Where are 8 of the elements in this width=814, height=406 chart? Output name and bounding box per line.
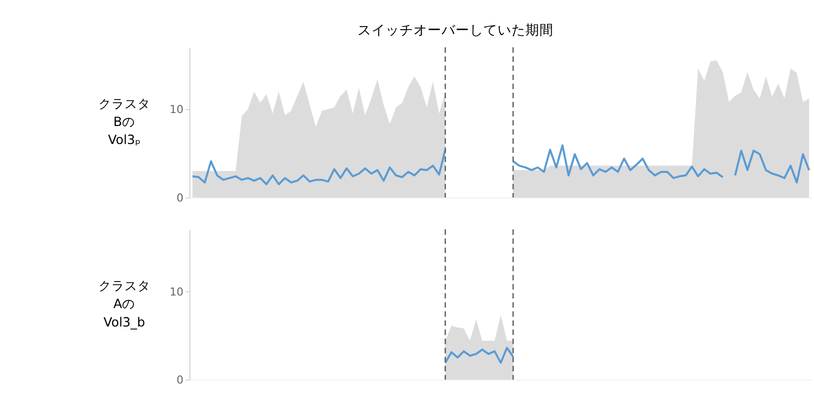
- y-tick-label: 0: [176, 374, 184, 387]
- y-axis-title: クラスタ Bの Vol3ₚ: [98, 96, 150, 148]
- line-series: [444, 346, 514, 364]
- y-axis-title: クラスタ Aの Vol3_b: [98, 278, 150, 330]
- y-tick-label: 10: [170, 103, 184, 116]
- y-tick-label: 10: [170, 285, 184, 298]
- chart-title: スイッチオーバーしていた期間: [357, 22, 554, 39]
- y-tick-label: 0: [176, 192, 184, 205]
